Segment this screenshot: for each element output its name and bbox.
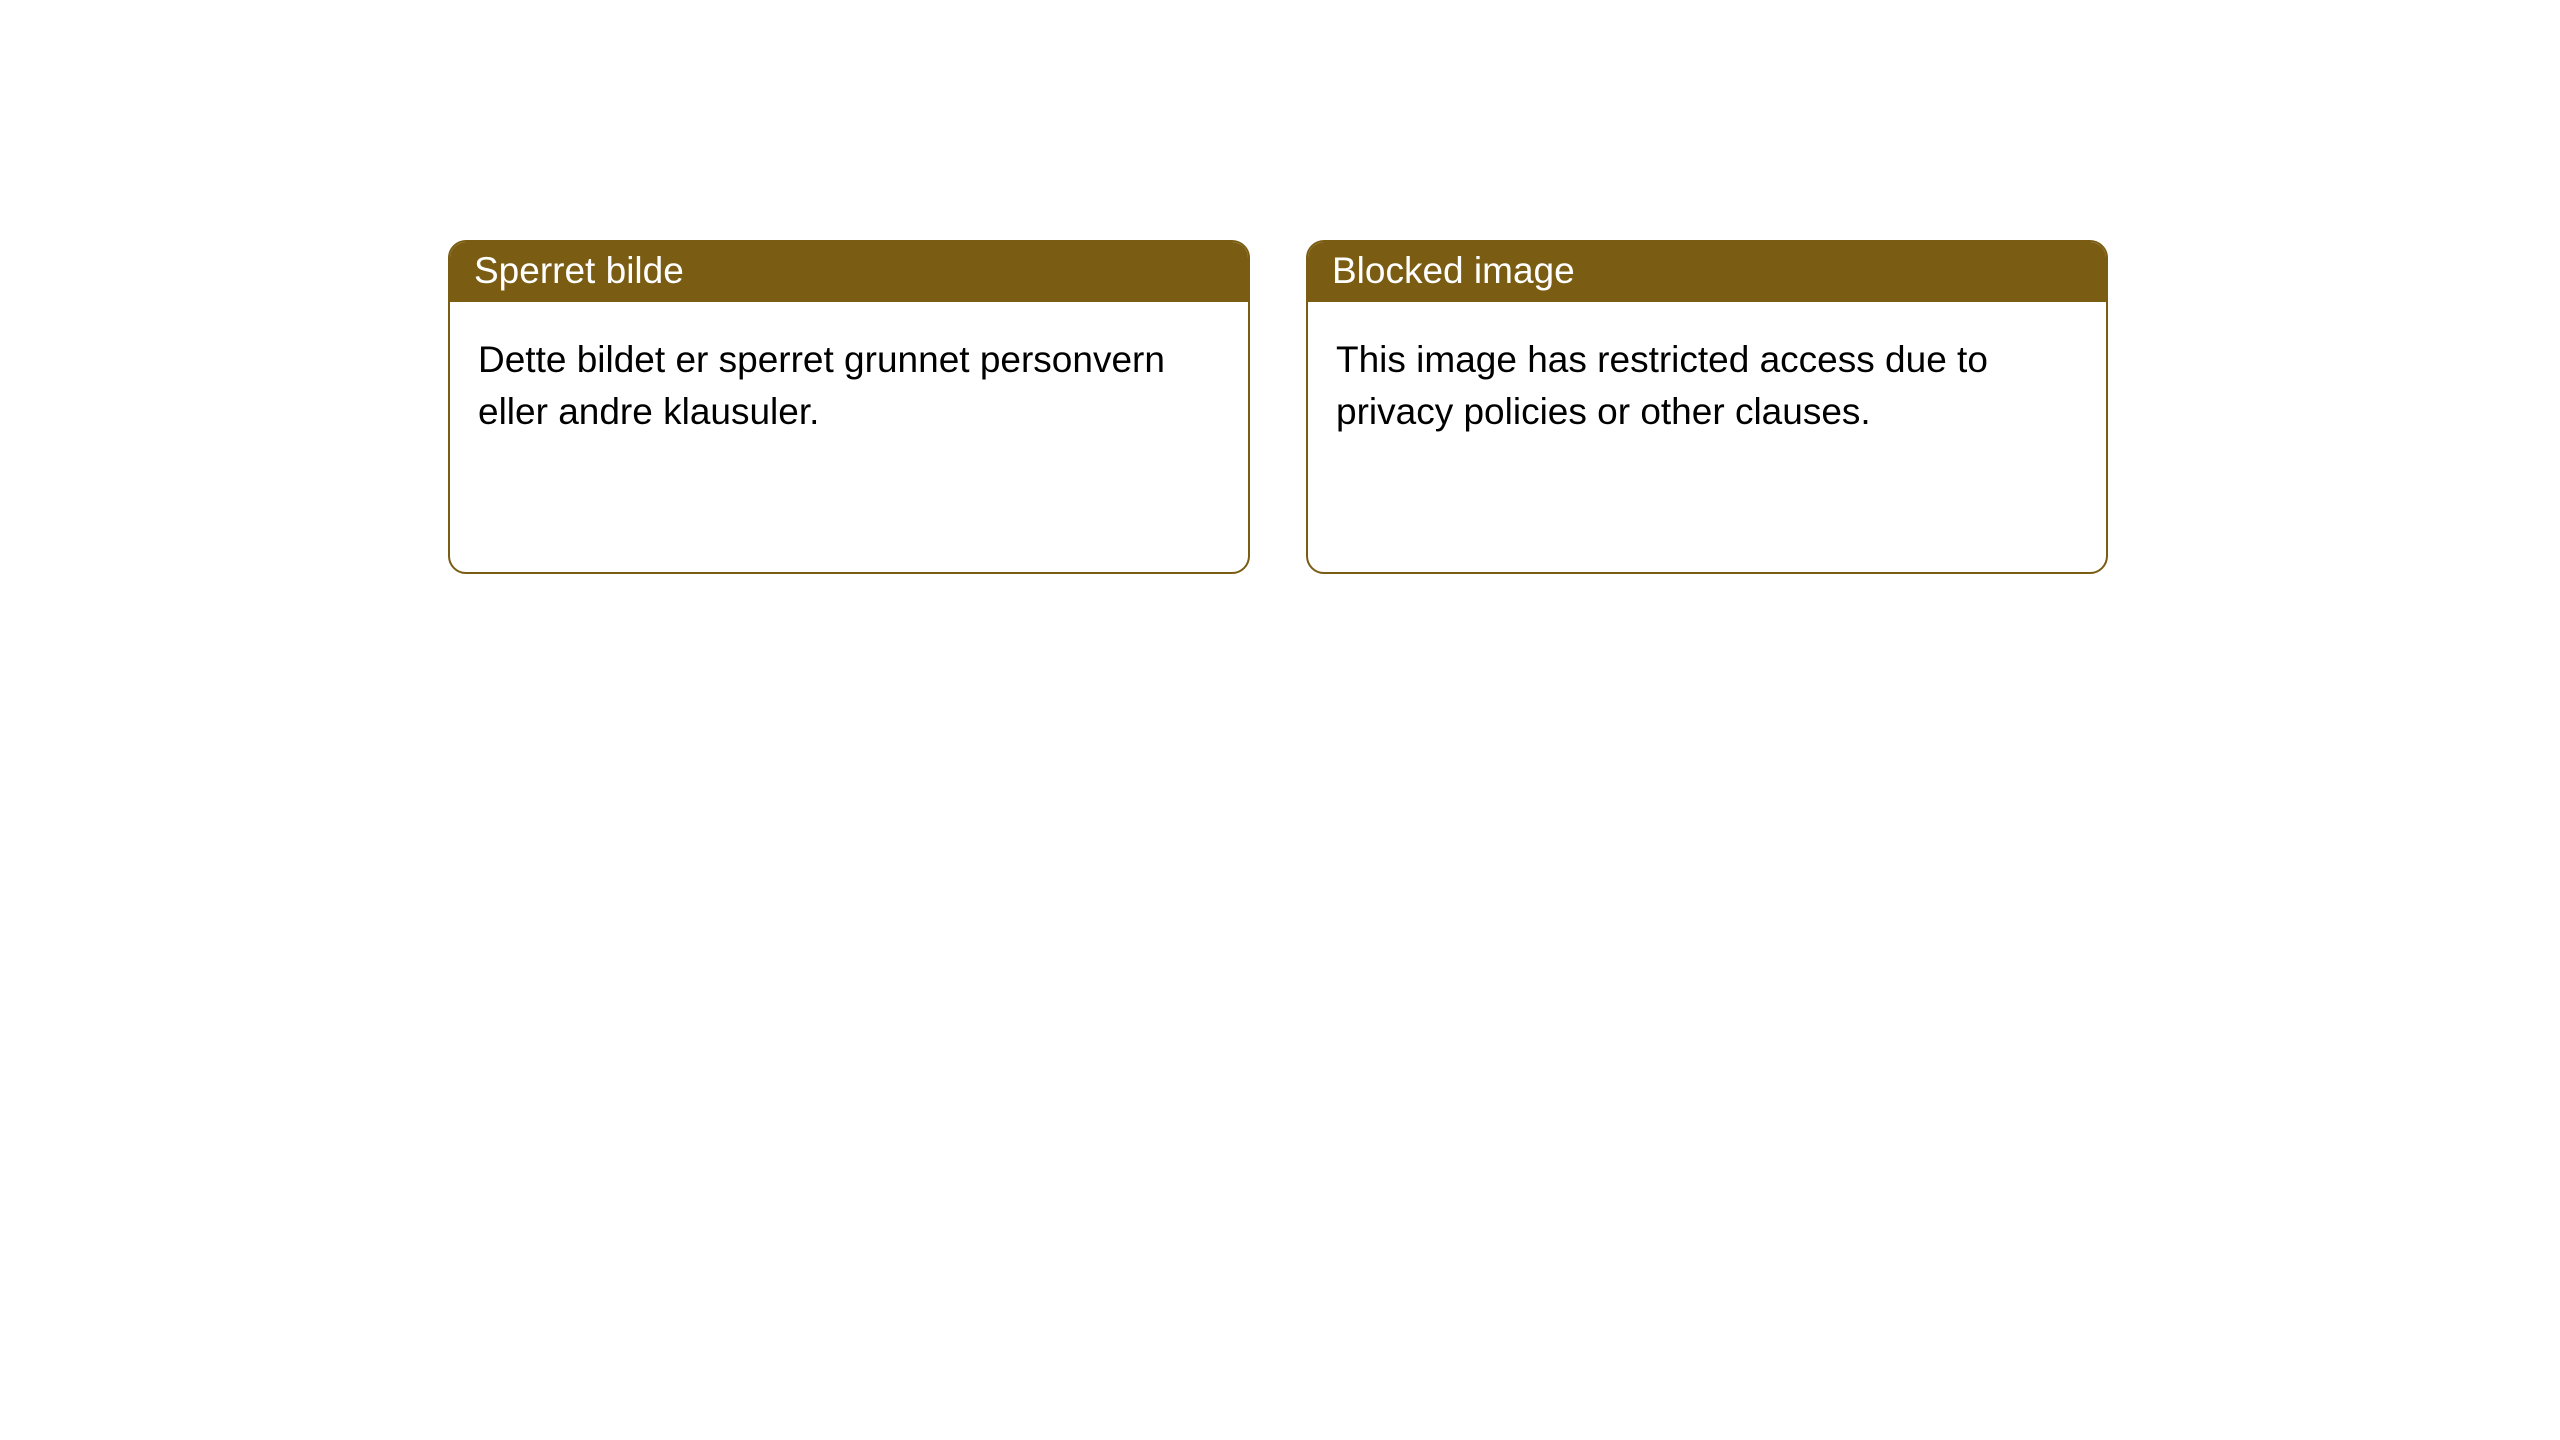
notice-text: This image has restricted access due to … — [1336, 334, 2036, 438]
notice-container: Sperret bilde Dette bildet er sperret gr… — [0, 0, 2560, 574]
notice-title: Blocked image — [1332, 250, 1575, 291]
notice-title: Sperret bilde — [474, 250, 684, 291]
notice-header: Blocked image — [1308, 242, 2106, 302]
notice-header: Sperret bilde — [450, 242, 1248, 302]
notice-box-english: Blocked image This image has restricted … — [1306, 240, 2108, 574]
notice-body: This image has restricted access due to … — [1308, 302, 2106, 572]
notice-box-norwegian: Sperret bilde Dette bildet er sperret gr… — [448, 240, 1250, 574]
notice-body: Dette bildet er sperret grunnet personve… — [450, 302, 1248, 572]
notice-text: Dette bildet er sperret grunnet personve… — [478, 334, 1178, 438]
